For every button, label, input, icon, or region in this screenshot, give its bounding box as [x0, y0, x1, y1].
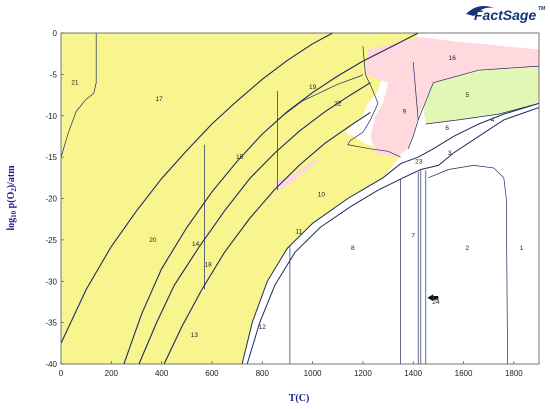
y-tick-label: -40 [45, 360, 57, 369]
region-label-9: 9 [403, 109, 407, 116]
logo-tm: TM [538, 6, 546, 12]
boundary-10-11 [241, 102, 539, 364]
region-label-21: 21 [71, 80, 79, 87]
region-label-23: 23 [415, 158, 423, 165]
region-label-13: 13 [191, 332, 199, 339]
region-label-16: 16 [449, 55, 457, 62]
phase-boundaries [61, 33, 539, 364]
region-label-19: 19 [309, 84, 317, 91]
x-tick-label: 600 [205, 369, 219, 378]
region-label-6: 6 [445, 125, 449, 132]
boundary-2-1 [428, 165, 508, 364]
boundary-9-right [407, 61, 419, 149]
boundary-22-9 [347, 46, 401, 158]
region-label-7: 7 [411, 233, 415, 240]
phase-regions [61, 33, 539, 364]
y-tick-label: -30 [45, 277, 57, 286]
region-label-17: 17 [155, 96, 163, 103]
boundary-18-14 [138, 82, 371, 364]
region-label-12: 12 [259, 324, 267, 331]
arrow-left-icon [427, 294, 434, 302]
region-label-24: 24 [432, 299, 440, 306]
region-label-3: 3 [448, 150, 452, 157]
region-label-4: 4 [491, 117, 495, 124]
x-axis-title: T(C) [289, 393, 310, 404]
region-label-22: 22 [334, 100, 342, 107]
x-tick-label: 1200 [354, 369, 372, 378]
factsage-logo: FactSage TM [466, 6, 546, 23]
region-label-1: 1 [520, 245, 524, 252]
y-tick-label: 0 [53, 29, 58, 38]
region-pink-small [274, 157, 323, 191]
region-label-18: 18 [205, 262, 213, 269]
region-label-14: 14 [192, 241, 200, 248]
x-tick-label: 200 [105, 369, 119, 378]
boundary-12-8 [246, 107, 539, 364]
y-tick-label: -5 [50, 70, 58, 79]
boundary-21-right [93, 33, 97, 94]
x-tick-label: 1400 [404, 369, 422, 378]
phase-24-marker [427, 294, 439, 302]
region-label-10: 10 [318, 191, 326, 198]
region-label-5: 5 [465, 92, 469, 99]
x-tick-label: 1800 [505, 369, 523, 378]
arrow-shaft [433, 296, 439, 300]
x-tick-label: 1000 [304, 369, 322, 378]
boundary-17-20 [61, 33, 333, 344]
boundary-13-18 [163, 111, 371, 364]
region-label-8: 8 [351, 245, 355, 252]
boundary-5-top [417, 65, 539, 121]
x-tick-label: 0 [59, 369, 64, 378]
region-yellow [61, 33, 419, 364]
boundary-14-15 [123, 33, 419, 364]
y-axis-title: log10 p(O2)/atm [6, 165, 18, 231]
y-tick-label: -20 [45, 195, 57, 204]
region-green [423, 66, 539, 124]
x-axis-ticks: 0 200 400 600 800 1000 1200 1400 1600 1800 [59, 361, 523, 378]
y-tick-label: -10 [45, 112, 57, 121]
region-label-20: 20 [149, 237, 157, 244]
logo-swoosh-icon [466, 6, 494, 16]
x-tick-label: 400 [155, 369, 169, 378]
region-label-11: 11 [295, 229, 302, 236]
boundary-19-22 [277, 74, 364, 121]
y-tick-label: -35 [45, 319, 57, 328]
x-tick-label: 800 [256, 369, 270, 378]
y-tick-label: -15 [45, 153, 57, 162]
x-tick-label: 1600 [455, 369, 473, 378]
boundary-21-17-left [61, 93, 94, 158]
region-pink [365, 37, 539, 158]
region-label-15: 15 [236, 154, 244, 161]
y-axis-ticks: 0 -5 -10 -15 -20 -25 -30 -35 -40 [45, 29, 64, 369]
logo-text: FactSage [474, 7, 536, 23]
region-label-2: 2 [465, 245, 469, 252]
y-tick-label: -25 [45, 236, 57, 245]
boundary-5-bottom [425, 102, 539, 125]
